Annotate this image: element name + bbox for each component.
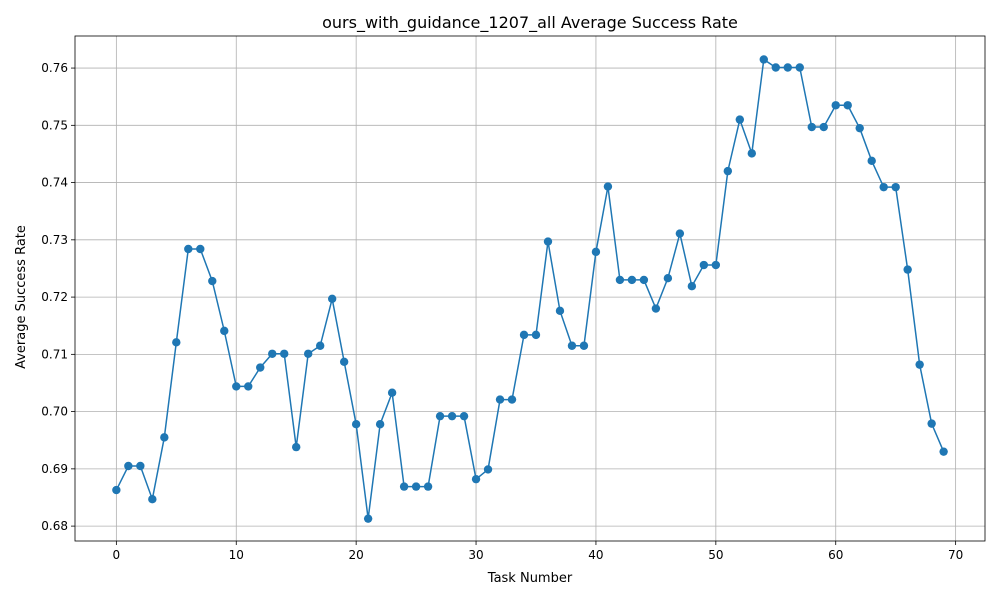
x-axis-ticks: 0 10 20 30 40 50 60 70 [113,541,963,562]
x-tick-label: 60 [828,548,843,562]
y-tick-label: 0.70 [41,405,68,419]
data-point [244,382,253,391]
data-point [879,182,888,192]
x-tick-label: 70 [948,548,963,562]
y-axis-label: Average Success Rate [14,225,29,369]
data-point [579,341,589,350]
data-point [483,465,493,474]
x-tick-label: 20 [349,548,364,562]
y-tick-label: 0.68 [41,519,68,533]
data-point [232,382,241,391]
y-tick-label: 0.75 [41,118,68,132]
series-line [115,58,945,519]
data-point [927,419,936,428]
data-point [819,122,828,132]
y-tick-label: 0.69 [41,462,68,476]
data-point [747,149,757,158]
x-tick-label: 30 [468,548,483,562]
data-point [675,229,685,238]
data-point [268,349,277,358]
data-point [855,123,864,133]
y-tick-label: 0.76 [41,61,68,75]
data-point [807,122,816,132]
data-point [375,419,385,429]
data-point [220,326,229,336]
series-layer [112,55,948,523]
data-point [160,433,169,442]
data-point [519,330,529,340]
x-tick-label: 40 [588,548,603,562]
data-point [795,63,804,72]
data-point [363,514,373,523]
data-point [339,357,349,366]
data-point [315,341,325,350]
axes-frame [74,35,986,542]
data-point [184,244,193,254]
data-point [687,282,697,291]
y-tick-label: 0.71 [41,347,68,361]
data-point [939,447,948,456]
data-point [711,260,721,270]
data-point [327,294,337,304]
data-point [256,363,265,372]
data-point [148,495,157,504]
x-axis-label: Task Number [487,571,573,586]
data-point [843,101,852,110]
data-point [639,275,649,285]
data-point [663,273,673,283]
data-point [891,182,900,192]
data-point [280,349,289,358]
data-point [507,395,517,404]
data-point [387,388,397,397]
data-point [435,411,445,421]
grid-lines [75,36,985,541]
data-point [603,182,613,191]
data-point [915,360,924,369]
data-point [172,338,181,347]
data-point [615,275,625,285]
data-point [699,260,709,270]
data-point [112,485,121,495]
data-point [459,411,469,421]
data-point [651,304,661,313]
data-point [495,395,505,404]
data-point [759,55,768,64]
data-point [723,166,733,176]
data-point [399,482,409,491]
x-tick-label: 50 [708,548,723,562]
data-point [136,461,145,471]
x-tick-label: 0 [113,548,121,562]
data-point [411,482,421,491]
data-point [303,349,313,358]
data-point [735,115,745,124]
data-point [783,63,792,72]
data-point [292,442,301,452]
y-axis-ticks: 0.68 0.69 0.70 0.71 0.72 0.73 0.74 0.75 0.76 [41,61,75,533]
data-point [867,156,876,166]
data-point [196,244,205,254]
data-point [423,482,433,491]
y-tick-label: 0.72 [41,290,68,304]
data-point [831,101,840,110]
plot-area-border [74,35,986,542]
chart-title: ours_with_guidance_1207_all Average Succ… [322,13,738,33]
data-point [903,265,912,274]
x-tick-label: 10 [229,548,244,562]
data-point [567,341,577,350]
data-point [555,306,565,316]
data-point [543,237,553,246]
data-point [771,63,780,72]
data-point [591,247,601,257]
data-point [124,461,133,471]
y-tick-label: 0.74 [41,176,68,190]
data-point [208,276,217,286]
data-point [471,474,481,484]
data-point [447,411,457,421]
data-point [531,330,541,340]
data-point [627,275,637,285]
data-point [351,419,361,429]
y-tick-label: 0.73 [41,233,68,247]
